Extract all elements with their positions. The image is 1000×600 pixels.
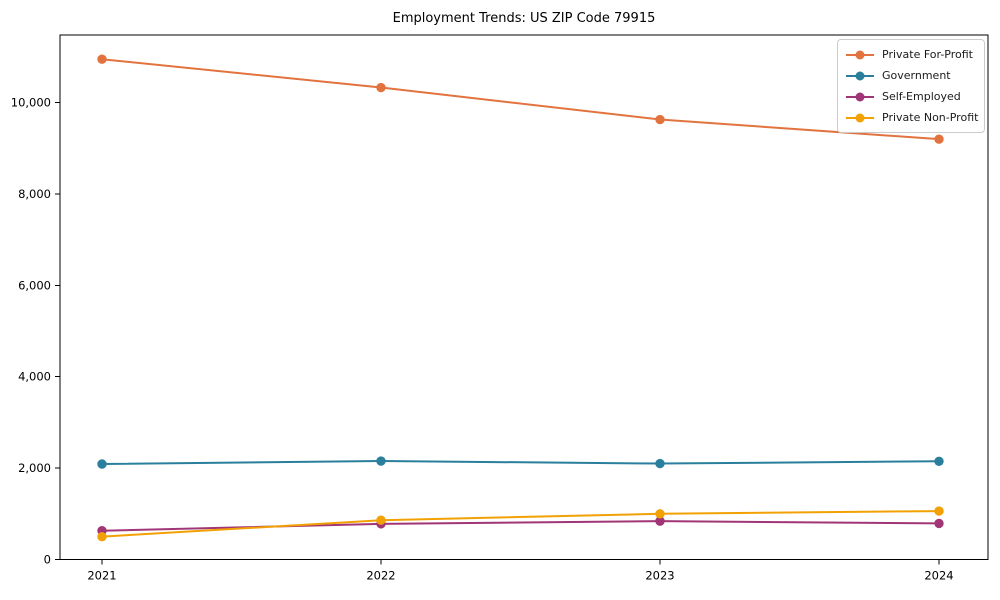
chart-legend: Private For-Profit Government Self-Employe… — [837, 39, 985, 133]
legend-marker-icon — [846, 71, 874, 80]
plot-border — [59, 34, 989, 560]
legend-marker-icon — [846, 50, 874, 59]
data-point-self-employed — [934, 518, 944, 529]
x-tick-label: 2022 — [366, 569, 395, 583]
y-tick-label: 4,000 — [18, 370, 51, 384]
x-tick-label: 2021 — [87, 569, 116, 583]
y-tick-label: 0 — [44, 553, 51, 567]
y-tick-label: 8,000 — [18, 187, 51, 201]
legend-label-government: Government — [882, 69, 951, 82]
data-point-government — [376, 456, 386, 466]
data-point-government — [97, 459, 107, 469]
data-point-private-non-profit — [655, 509, 665, 519]
series-line-government — [101, 460, 940, 466]
y-tick-label: 10,000 — [11, 96, 51, 110]
legend-item-private-non-profit: Private Non-Profit — [845, 108, 979, 127]
data-point-private-for-profit — [934, 134, 944, 144]
data-point-private-non-profit — [934, 506, 944, 516]
data-point-private-non-profit — [97, 531, 107, 542]
y-tick-label: 6,000 — [18, 278, 51, 292]
data-point-government — [655, 458, 665, 469]
legend-marker-icon — [846, 92, 874, 101]
data-point-private-for-profit — [655, 114, 665, 125]
y-tick-label: 2,000 — [18, 461, 51, 475]
legend-label-self-employed: Self-Employed — [882, 90, 961, 103]
series-line-private-for-profit — [101, 58, 940, 141]
legend-item-government: Government — [845, 66, 976, 85]
data-point-private-for-profit — [97, 54, 107, 64]
x-tick-label: 2024 — [924, 569, 953, 583]
legend-label-private-non-profit: Private Non-Profit — [882, 111, 979, 124]
series-line-private-non-profit — [101, 510, 940, 538]
legend-item-self-employed: Self-Employed — [845, 87, 976, 106]
data-point-government — [934, 456, 944, 466]
legend-marker-icon — [846, 113, 874, 122]
x-tick-label: 2023 — [645, 569, 674, 583]
data-point-private-for-profit — [376, 82, 386, 93]
data-point-self-employed — [655, 516, 665, 526]
legend-label-private-for-profit: Private For-Profit — [882, 48, 973, 61]
legend-item-private-for-profit: Private For-Profit — [845, 45, 976, 64]
chart-title: Employment Trends: US ZIP Code 79915 — [392, 11, 656, 26]
series-line-self-employed — [101, 520, 940, 532]
data-point-private-non-profit — [376, 515, 386, 525]
